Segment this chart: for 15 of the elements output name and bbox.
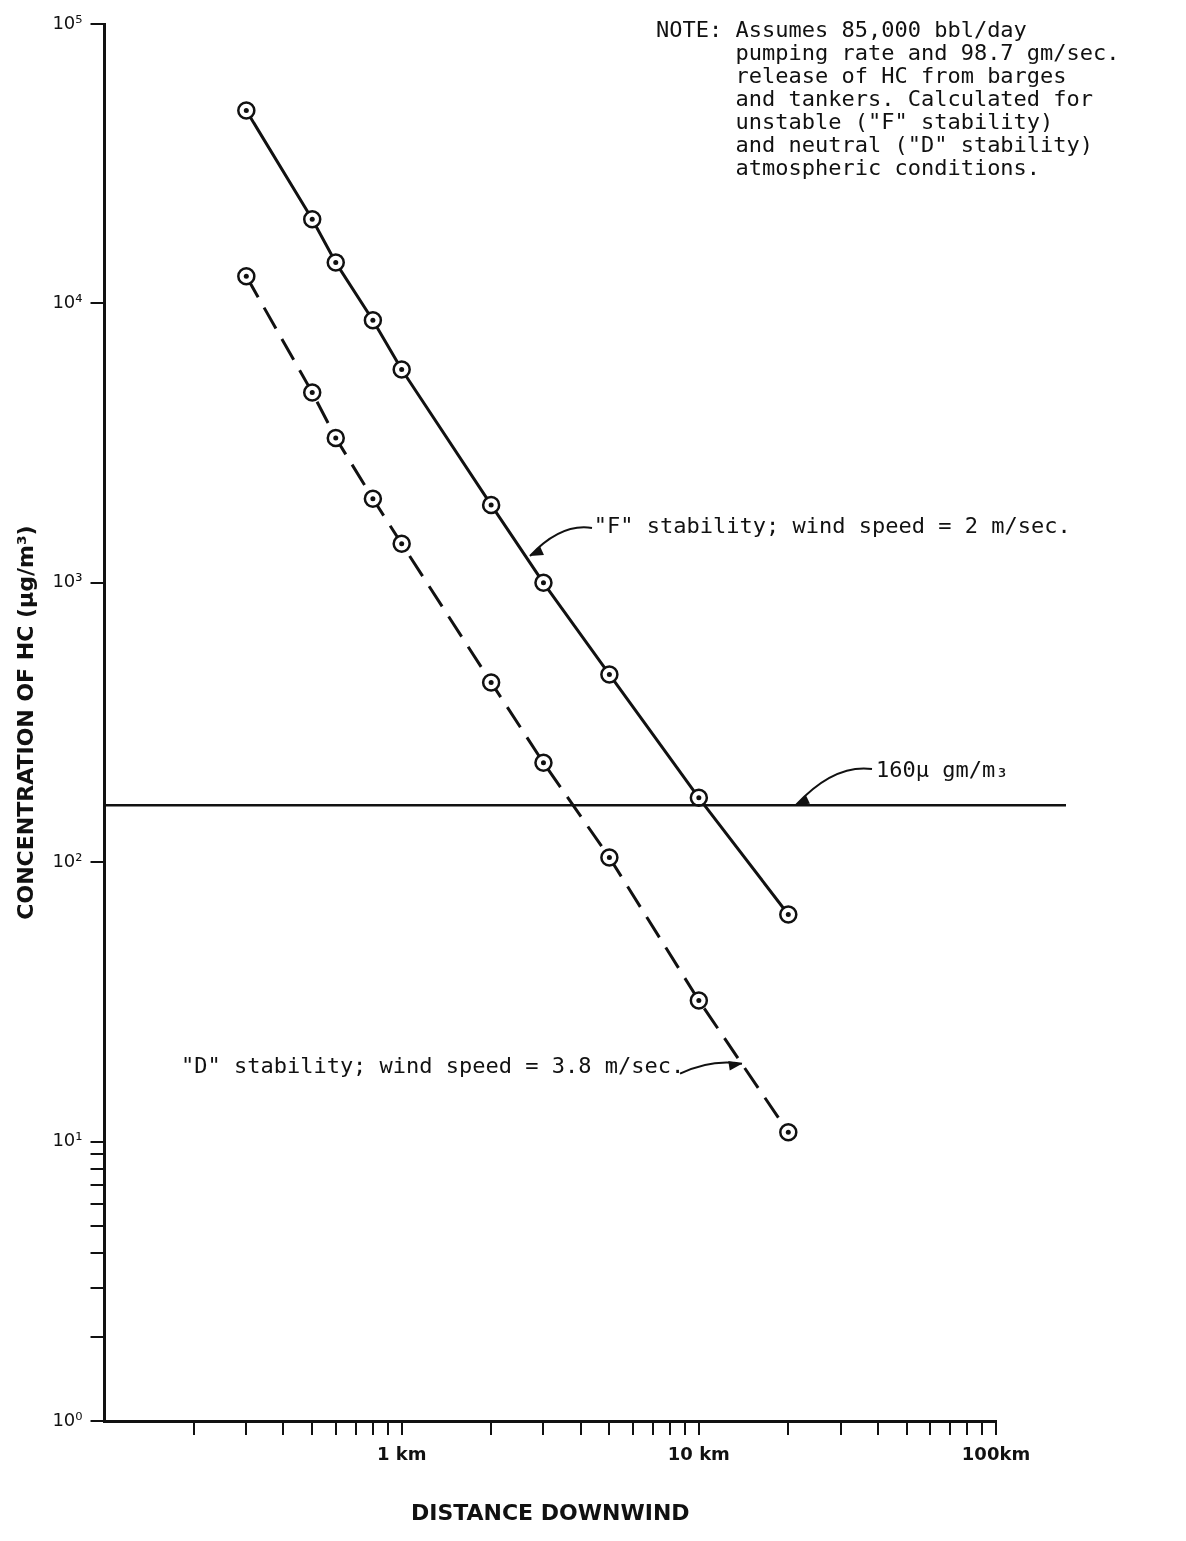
annotation: "F" stability; wind speed = 2 m/sec. bbox=[593, 513, 1071, 539]
y-tick-label: 10² bbox=[52, 849, 83, 871]
y-tick-label: 10⁰ bbox=[52, 1408, 83, 1430]
y-tick-label: 10⁴ bbox=[52, 291, 83, 313]
x-axis-title: DISTANCE DOWNWIND bbox=[410, 1499, 690, 1525]
y-axis-title: CONCENTRATION OF HC (μg/m³) bbox=[12, 525, 38, 920]
x-tick-label: 10 km bbox=[667, 1443, 730, 1465]
x-tick-label: 100km bbox=[961, 1443, 1031, 1465]
y-tick-label: 10³ bbox=[52, 570, 83, 592]
ref-line-label: 160μ gm/m₃ bbox=[876, 757, 1009, 783]
annotation: "D" stability; wind speed = 3.8 m/sec. bbox=[180, 1053, 685, 1079]
x-tick-label: 1 km bbox=[376, 1443, 427, 1465]
annotation: NOTE: Assumes 85,000 bbl/day pumping rate and 98.7 gm/sec. release of HC from barges and tankers. Calculated for unstable ("F" stability) and neutral ("D" stability) atmospheric conditions. bbox=[656, 16, 1120, 180]
y-tick-label: 10¹ bbox=[52, 1129, 83, 1151]
y-tick-label: 10⁵ bbox=[52, 11, 83, 33]
